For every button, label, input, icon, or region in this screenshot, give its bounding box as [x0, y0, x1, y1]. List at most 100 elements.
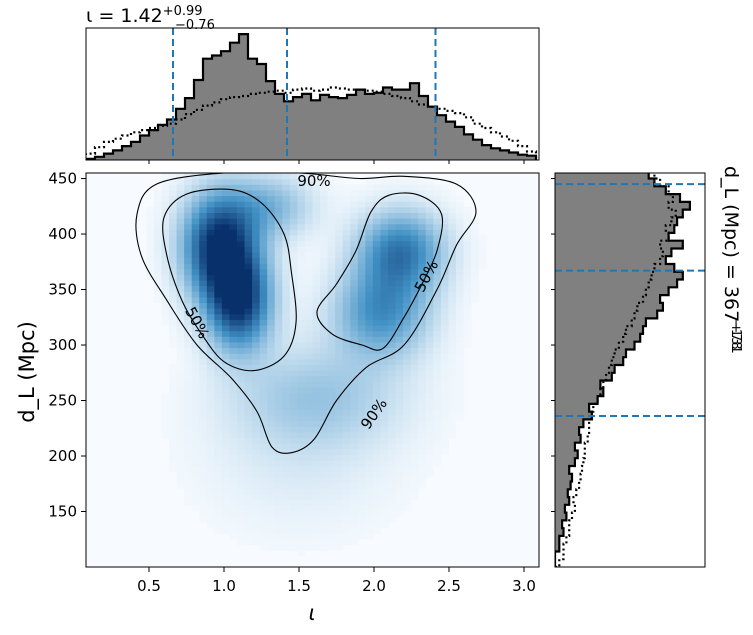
heatmap-cell: [244, 443, 253, 450]
heatmap-cell: [214, 184, 223, 191]
heatmap-cell: [221, 218, 231, 225]
heatmap-cell: [388, 386, 397, 394]
heatmap-cell: [320, 454, 329, 461]
heatmap-cell: [184, 409, 193, 416]
heatmap-cell: [229, 347, 238, 354]
heatmap-cell: [433, 291, 442, 298]
heatmap-cell: [410, 386, 419, 394]
heatmap-cell: [455, 353, 465, 360]
heatmap-cell: [176, 296, 185, 304]
heatmap-cell: [229, 409, 238, 416]
heatmap-cell: [184, 471, 193, 478]
heatmap-cell: [403, 240, 412, 247]
heatmap-cell: [440, 285, 449, 292]
heatmap-cell: [244, 415, 253, 422]
heatmap-cell: [237, 370, 246, 377]
heatmap-cell: [267, 505, 276, 512]
heatmap-cell: [176, 234, 185, 242]
heatmap-cell: [425, 460, 434, 467]
heatmap-cell: [372, 279, 382, 287]
heatmap-cell: [267, 482, 276, 489]
heatmap-cell: [244, 488, 253, 495]
heatmap-cell: [289, 476, 298, 484]
heatmap-cell: [304, 330, 314, 337]
heatmap-cell: [214, 437, 223, 444]
heatmap-cell: [244, 465, 253, 472]
heatmap-cell: [184, 465, 193, 472]
heatmap-cell: [176, 471, 185, 478]
heatmap-cell: [259, 195, 268, 202]
heatmap-cell: [342, 201, 351, 208]
heatmap-cell: [448, 319, 457, 326]
heatmap-cell: [153, 296, 163, 304]
heatmap-cell: [335, 184, 344, 191]
x-axis-label: ι: [308, 601, 315, 625]
heatmap-cell: [440, 370, 449, 377]
heatmap-cell: [274, 296, 283, 304]
heatmap-cell: [395, 201, 404, 208]
heatmap-cell: [304, 240, 314, 247]
heatmap-cell: [206, 471, 215, 478]
heatmap-cell: [191, 403, 200, 410]
heatmap-cell: [403, 437, 412, 444]
heatmap-cell: [304, 482, 314, 489]
heatmap-cell: [161, 415, 170, 422]
heatmap-cell: [410, 448, 419, 456]
heatmap-cell: [252, 296, 261, 304]
heatmap-cell: [214, 201, 223, 208]
heatmap-cell: [342, 409, 351, 416]
heatmap-cell: [425, 465, 434, 472]
heatmap-cell: [357, 212, 366, 219]
heatmap-cell: [274, 302, 283, 309]
heatmap-cell: [289, 437, 298, 444]
heatmap-cell: [395, 392, 404, 399]
heatmap-cell: [380, 223, 389, 230]
heatmap-cell: [357, 223, 366, 230]
heatmap-cell: [357, 437, 366, 444]
heatmap-cell: [304, 370, 314, 377]
heatmap-cell: [372, 454, 382, 461]
heatmap-cell: [327, 251, 336, 259]
heatmap-cell: [214, 285, 223, 292]
heatmap-cell: [395, 437, 404, 444]
heatmap-cell: [350, 370, 359, 377]
heatmap-cell: [184, 308, 193, 315]
heatmap-cell: [327, 415, 336, 422]
heatmap-cell: [191, 465, 200, 472]
heatmap-cell: [206, 493, 215, 501]
heatmap-cell: [388, 460, 397, 467]
heatmap-cell: [403, 234, 412, 242]
heatmap-cell: [214, 291, 223, 298]
heatmap-cell: [357, 454, 366, 461]
heatmap-cell: [395, 364, 404, 371]
heatmap-cell: [455, 218, 465, 225]
heatmap-cell: [244, 533, 253, 540]
heatmap-cell: [410, 279, 419, 287]
heatmap-cell: [380, 358, 389, 365]
heatmap-cell: [304, 527, 314, 534]
heatmap-cell: [372, 218, 382, 225]
heatmap-cell: [206, 415, 215, 422]
heatmap-cell: [184, 251, 193, 259]
heatmap-cell: [252, 336, 261, 343]
heatmap-cell: [169, 448, 178, 456]
heatmap-cell: [184, 336, 193, 343]
heatmap-cell: [252, 279, 261, 287]
heatmap-cell: [297, 189, 306, 197]
right-marginal-panel: d_L (Mpc) = 367+78 −131: [551, 166, 743, 568]
heatmap-cell: [372, 330, 382, 337]
heatmap-cell: [169, 443, 178, 450]
heatmap-cell: [418, 381, 427, 388]
heatmap-cell: [312, 398, 321, 405]
heatmap-cell: [191, 246, 200, 253]
heatmap-cell: [191, 347, 200, 354]
heatmap-cell: [320, 201, 329, 208]
heatmap-cell: [206, 268, 215, 275]
heatmap-cell: [244, 212, 253, 219]
heatmap-cell: [357, 268, 366, 275]
heatmap-cell: [244, 336, 253, 343]
heatmap-cell: [380, 443, 389, 450]
heatmap-cell: [191, 488, 200, 495]
heatmap-cell: [388, 409, 397, 416]
heatmap-cell: [425, 263, 434, 270]
